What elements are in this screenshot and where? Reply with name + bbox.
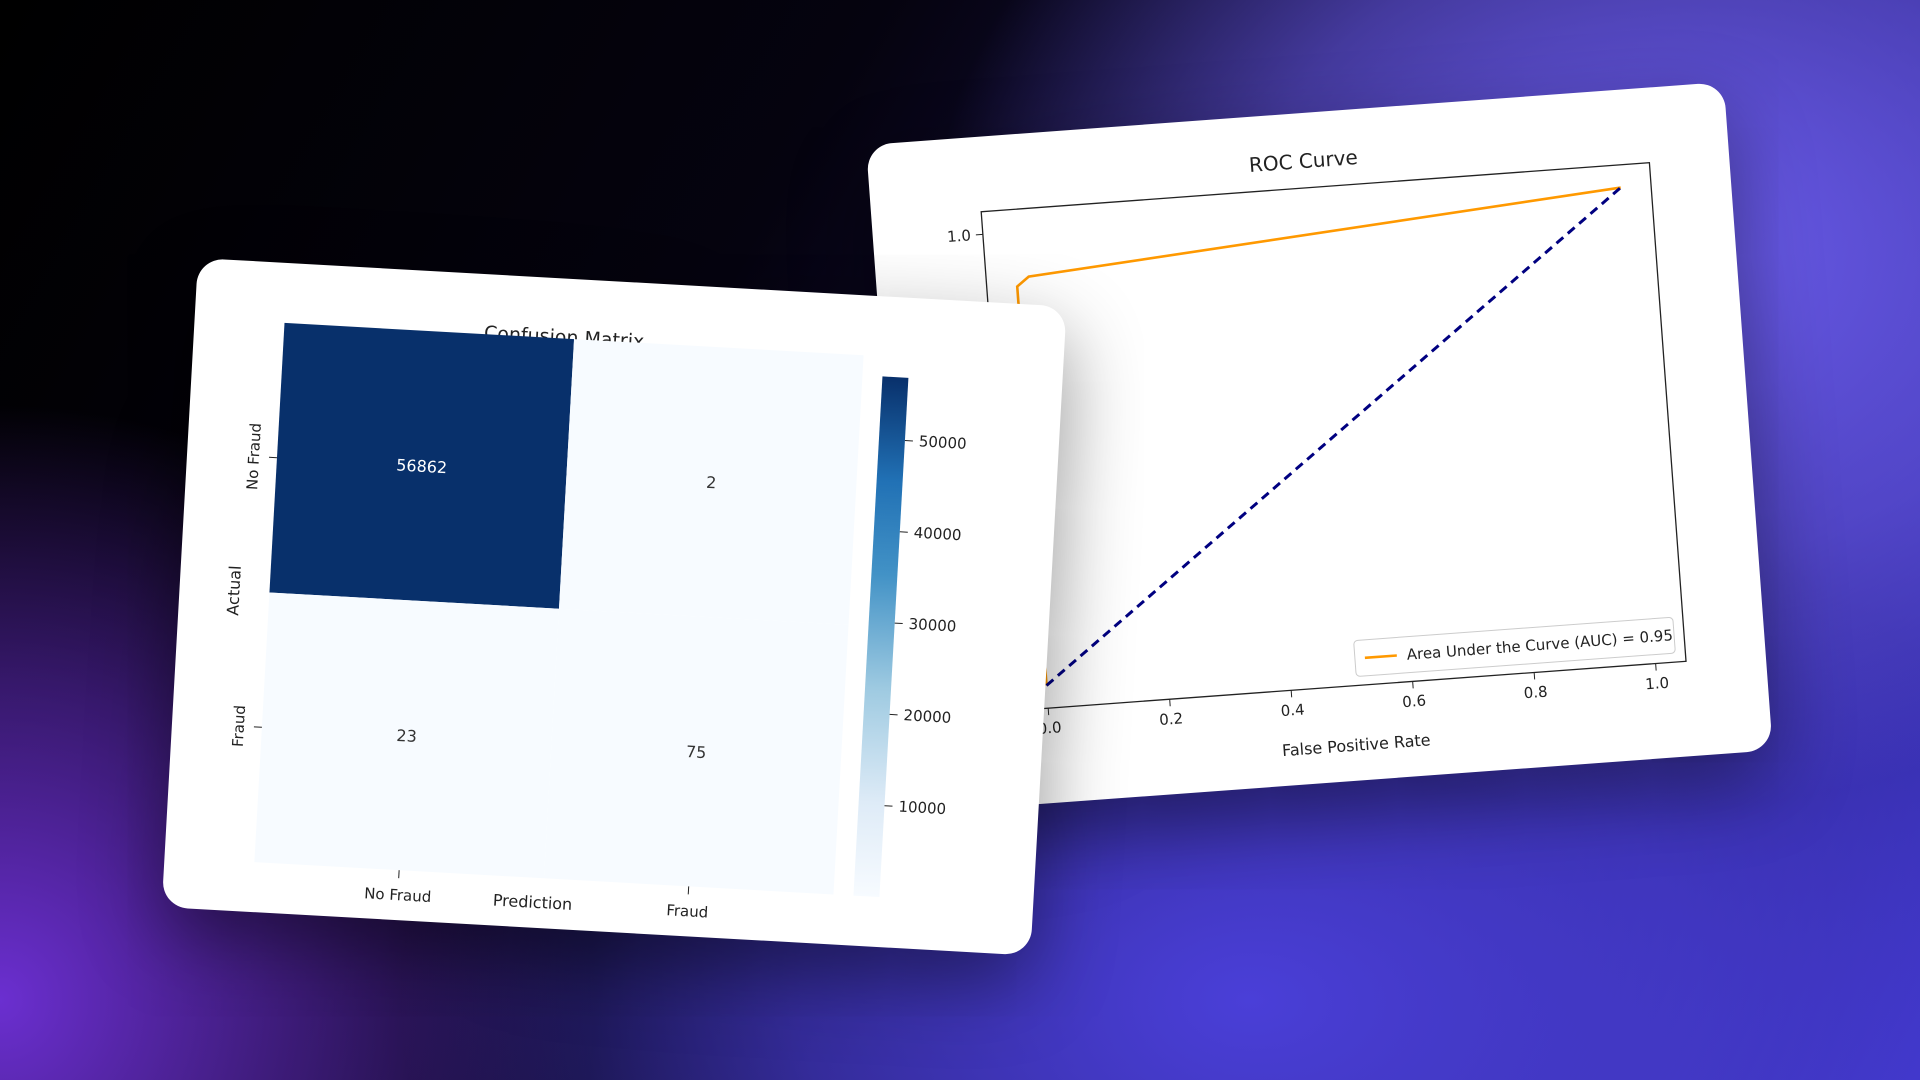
x-tick-label: 0.6 bbox=[1402, 692, 1427, 712]
x-tick-label: 0.2 bbox=[1159, 709, 1184, 729]
x-tick bbox=[1412, 681, 1414, 689]
cell-value-label: 75 bbox=[686, 742, 707, 762]
y-tick bbox=[975, 233, 983, 236]
matrix-cell bbox=[558, 339, 864, 625]
matrix-cell bbox=[543, 608, 849, 895]
x-tick-label: 0.4 bbox=[1280, 700, 1305, 720]
x-axis-label: False Positive Rate bbox=[1281, 730, 1431, 760]
x-tick-label: Fraud bbox=[666, 901, 709, 921]
y-tick-label: Fraud bbox=[229, 705, 249, 748]
cell-value-label: 56862 bbox=[396, 455, 448, 477]
x-tick-label: 1.0 bbox=[1645, 674, 1670, 694]
legend-swatch bbox=[1364, 654, 1397, 660]
y-tick-label: No Fraud bbox=[243, 422, 265, 490]
y-tick-label: 1.0 bbox=[946, 226, 971, 246]
x-tick bbox=[1533, 672, 1536, 680]
colorbar-tick-label: 10000 bbox=[898, 798, 947, 819]
colorbar-tick-label: 50000 bbox=[918, 432, 967, 453]
legend-box bbox=[1353, 616, 1676, 677]
cell-value-label: 23 bbox=[396, 726, 417, 746]
cell-value-label: 2 bbox=[706, 473, 717, 493]
chart-title: ROC Curve bbox=[1248, 145, 1358, 177]
y-axis-label: Actual bbox=[223, 565, 245, 616]
x-tick bbox=[1655, 663, 1657, 671]
matrix-cell bbox=[254, 592, 559, 879]
x-tick bbox=[1290, 690, 1293, 698]
confusion-matrix-card: Confusion Matrix 56862 2 23 75 No Fraud Frau… bbox=[161, 258, 1067, 956]
matrix-cell bbox=[269, 322, 575, 609]
x-tick-label: 0.8 bbox=[1523, 683, 1548, 703]
colorbar bbox=[853, 376, 909, 898]
colorbar-tick-label: 40000 bbox=[913, 524, 962, 545]
legend: Area Under the Curve (AUC) = 0.95 bbox=[1353, 616, 1676, 677]
diagonal-reference-line bbox=[1045, 186, 1622, 687]
colorbar-tick-label: 20000 bbox=[903, 706, 952, 727]
x-axis-label: Prediction bbox=[492, 890, 572, 913]
x-tick bbox=[1047, 708, 1050, 716]
x-tick-label: 0.0 bbox=[1037, 718, 1062, 738]
x-tick-label: No Fraud bbox=[364, 884, 432, 906]
x-tick bbox=[1169, 699, 1171, 707]
colorbar-tick-label: 30000 bbox=[908, 615, 957, 636]
